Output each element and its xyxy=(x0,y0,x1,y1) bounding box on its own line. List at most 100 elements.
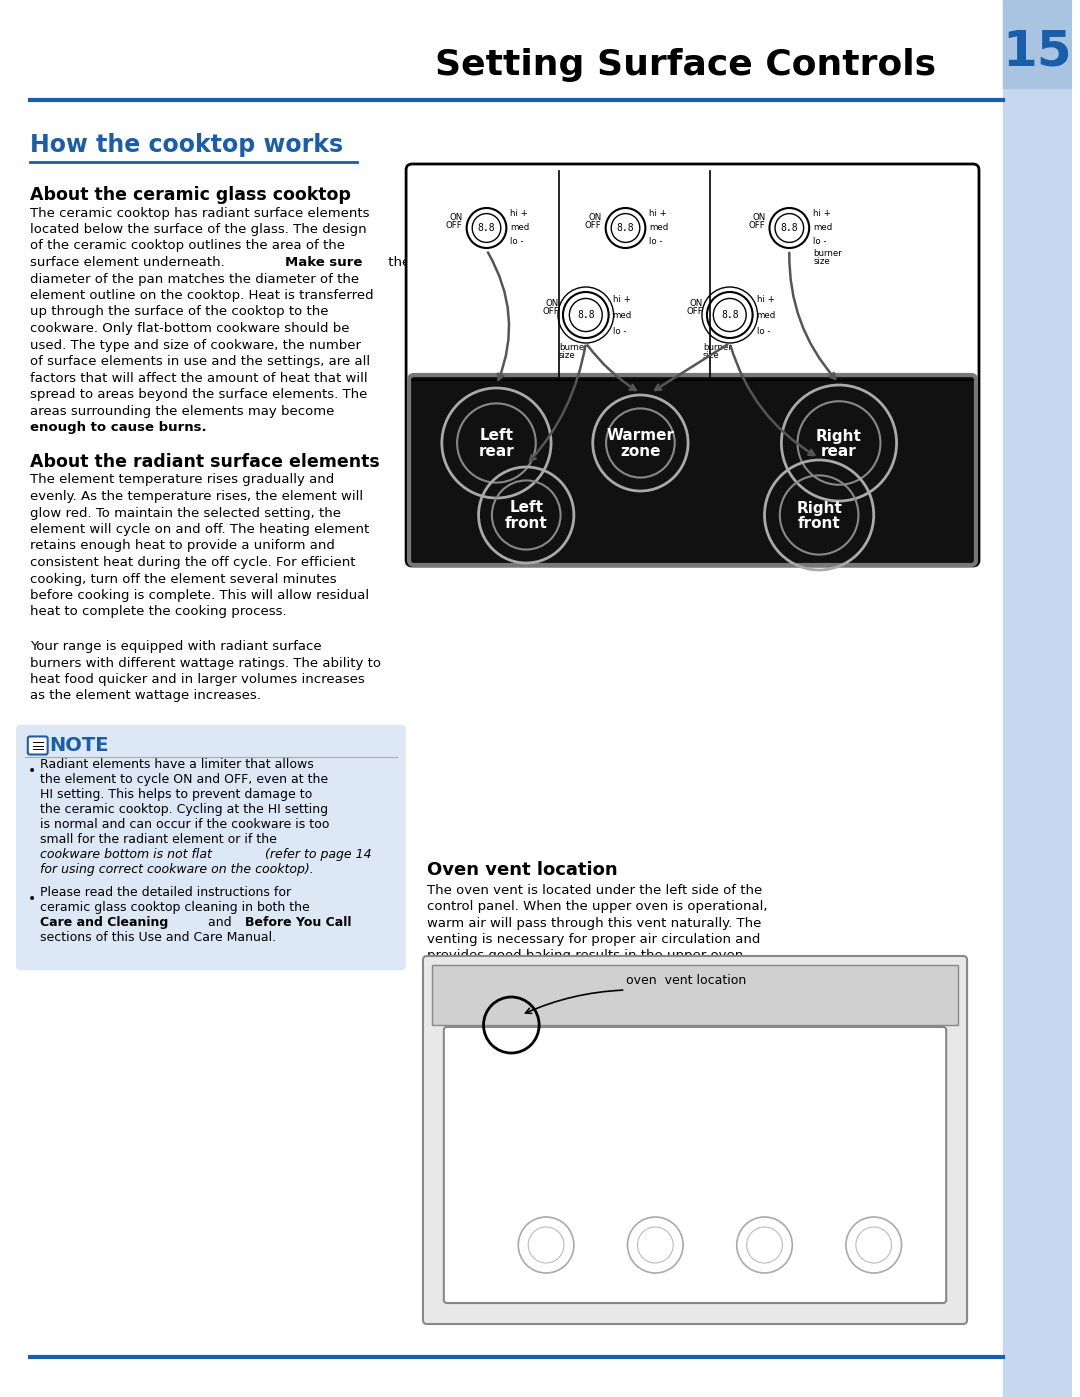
Text: is normal and can occur if the cookware is too: is normal and can occur if the cookware … xyxy=(40,819,329,831)
Text: the ceramic cooktop. Cycling at the HI setting: the ceramic cooktop. Cycling at the HI s… xyxy=(40,803,328,816)
Text: hi +: hi + xyxy=(813,210,831,218)
Text: hi +: hi + xyxy=(649,210,667,218)
Text: retains enough heat to provide a uniform and: retains enough heat to provide a uniform… xyxy=(30,539,335,552)
Text: 8.8: 8.8 xyxy=(577,310,595,320)
Text: 8.8: 8.8 xyxy=(781,224,798,233)
Text: •: • xyxy=(28,764,36,778)
Text: control panel. When the upper oven is operational,: control panel. When the upper oven is op… xyxy=(427,900,768,914)
Text: lo -: lo - xyxy=(649,237,663,246)
Text: med: med xyxy=(757,310,775,320)
Text: oven  vent location: oven vent location xyxy=(625,974,746,986)
Text: 8.8: 8.8 xyxy=(617,224,634,233)
FancyBboxPatch shape xyxy=(28,736,48,754)
Text: 8.8: 8.8 xyxy=(721,310,739,320)
Text: size: size xyxy=(703,351,719,359)
Text: burner: burner xyxy=(813,250,842,258)
Text: rear: rear xyxy=(821,444,856,460)
Text: up through the surface of the cooktop to the: up through the surface of the cooktop to… xyxy=(30,306,328,319)
Text: The ceramic cooktop has radiant surface elements: The ceramic cooktop has radiant surface … xyxy=(30,207,369,219)
Text: •: • xyxy=(28,893,36,907)
Text: NOTE: NOTE xyxy=(50,736,109,754)
Text: heat food quicker and in larger volumes increases: heat food quicker and in larger volumes … xyxy=(30,673,365,686)
Text: rear: rear xyxy=(478,444,514,460)
Text: venting is necessary for proper air circulation and: venting is necessary for proper air circ… xyxy=(427,933,760,946)
Text: zone: zone xyxy=(620,444,661,460)
Text: med: med xyxy=(612,310,632,320)
Bar xyxy=(432,965,958,1025)
Text: ON: ON xyxy=(690,299,703,307)
Text: located below the surface of the glass. The design: located below the surface of the glass. … xyxy=(30,224,366,236)
Text: factors that will affect the amount of heat that will: factors that will affect the amount of h… xyxy=(30,372,367,384)
Text: lo -: lo - xyxy=(612,327,626,335)
Text: OFF: OFF xyxy=(748,222,766,231)
Text: before cooking is complete. This will allow residual: before cooking is complete. This will al… xyxy=(30,590,369,602)
Text: OFF: OFF xyxy=(542,306,559,316)
Text: OFF: OFF xyxy=(446,222,462,231)
Text: Before You Call: Before You Call xyxy=(244,916,351,929)
Text: (refer to page 14: (refer to page 14 xyxy=(265,848,372,861)
Text: of the ceramic cooktop outlines the area of the: of the ceramic cooktop outlines the area… xyxy=(30,239,345,253)
Text: lo -: lo - xyxy=(757,327,770,335)
Text: spread to areas beyond the surface elements. The: spread to areas beyond the surface eleme… xyxy=(30,388,367,401)
Text: glow red. To maintain the selected setting, the: glow red. To maintain the selected setti… xyxy=(30,507,341,520)
Text: About the radiant surface elements: About the radiant surface elements xyxy=(30,453,379,471)
Text: provides good baking results in the upper oven.: provides good baking results in the uppe… xyxy=(427,950,747,963)
Text: element will cycle on and off. The heating element: element will cycle on and off. The heati… xyxy=(30,522,369,536)
Text: the: the xyxy=(383,256,410,270)
Text: burner: burner xyxy=(559,342,588,352)
Text: sections of this Use and Care Manual.: sections of this Use and Care Manual. xyxy=(40,930,275,944)
Text: About the ceramic glass cooktop: About the ceramic glass cooktop xyxy=(30,186,351,204)
Text: element outline on the cooktop. Heat is transferred: element outline on the cooktop. Heat is … xyxy=(30,289,374,302)
Text: surface element underneath.: surface element underneath. xyxy=(30,256,229,270)
Text: burner: burner xyxy=(703,342,732,352)
Text: of surface elements in use and the settings, are all: of surface elements in use and the setti… xyxy=(30,355,370,367)
Text: Left: Left xyxy=(480,429,513,443)
Text: burners with different wattage ratings. The ability to: burners with different wattage ratings. … xyxy=(30,657,381,669)
FancyBboxPatch shape xyxy=(423,956,967,1324)
Text: Oven vent location: Oven vent location xyxy=(427,861,618,879)
FancyBboxPatch shape xyxy=(17,725,405,970)
Text: ON: ON xyxy=(753,214,766,222)
Text: Your range is equipped with radiant surface: Your range is equipped with radiant surf… xyxy=(30,640,322,652)
Text: ON: ON xyxy=(449,214,462,222)
Text: used. The type and size of cookware, the number: used. The type and size of cookware, the… xyxy=(30,338,361,352)
Text: Right: Right xyxy=(816,429,862,443)
Text: How the cooktop works: How the cooktop works xyxy=(30,133,343,156)
Text: cookware. Only flat-bottom cookware should be: cookware. Only flat-bottom cookware shou… xyxy=(30,321,349,335)
Text: for using correct cookware on the cooktop).: for using correct cookware on the cookto… xyxy=(40,863,313,876)
Text: Left: Left xyxy=(510,500,543,515)
Text: ON: ON xyxy=(589,214,602,222)
Text: OFF: OFF xyxy=(585,222,602,231)
Text: Radiant elements have a limiter that allows: Radiant elements have a limiter that all… xyxy=(40,759,313,771)
Text: size: size xyxy=(813,257,829,267)
Text: front: front xyxy=(504,517,548,531)
Text: Care and Cleaning: Care and Cleaning xyxy=(40,916,168,929)
Text: 8.8: 8.8 xyxy=(477,224,496,233)
Text: lo -: lo - xyxy=(813,237,826,246)
Text: Please read the detailed instructions for: Please read the detailed instructions fo… xyxy=(40,886,291,900)
Text: the element to cycle ON and OFF, even at the: the element to cycle ON and OFF, even at… xyxy=(40,773,328,787)
Text: OFF: OFF xyxy=(686,306,703,316)
Text: hot: hot xyxy=(426,405,450,418)
FancyBboxPatch shape xyxy=(409,374,976,564)
Text: evenly. As the temperature rises, the element will: evenly. As the temperature rises, the el… xyxy=(30,490,363,503)
Text: size: size xyxy=(559,351,576,359)
FancyBboxPatch shape xyxy=(406,163,978,566)
Text: ON: ON xyxy=(545,299,559,307)
Text: as the element wattage increases.: as the element wattage increases. xyxy=(30,690,260,703)
Text: Make sure: Make sure xyxy=(285,256,362,270)
Text: The element temperature rises gradually and: The element temperature rises gradually … xyxy=(30,474,334,486)
Bar xyxy=(1003,0,1072,1397)
Text: cookware bottom is not flat: cookware bottom is not flat xyxy=(40,848,216,861)
Text: med: med xyxy=(649,224,669,232)
Text: enough to cause burns.: enough to cause burns. xyxy=(30,420,206,434)
Text: Setting Surface Controls: Setting Surface Controls xyxy=(434,47,935,82)
Text: hi +: hi + xyxy=(612,295,631,303)
Text: and: and xyxy=(204,916,235,929)
Bar xyxy=(1003,0,1072,88)
Text: hi +: hi + xyxy=(757,295,774,303)
Bar xyxy=(413,170,972,381)
Text: front: front xyxy=(798,517,840,531)
Text: lo -: lo - xyxy=(511,237,524,246)
Text: cooking, turn off the element several minutes: cooking, turn off the element several mi… xyxy=(30,573,336,585)
